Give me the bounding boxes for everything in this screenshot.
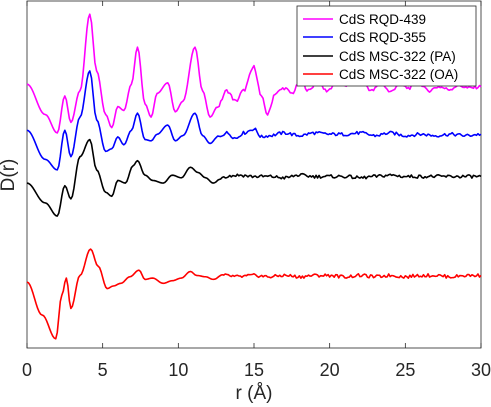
legend: CdS RQD-439 CdS RQD-355 CdS MSC-322 (PA)…: [296, 5, 477, 87]
series-line-3: [26, 248, 482, 340]
x-tick-label: 30: [471, 360, 491, 380]
series-line-1: [26, 70, 482, 171]
x-tick-label: 10: [168, 360, 188, 380]
legend-label-1: CdS RQD-355: [339, 30, 426, 45]
y-axis-label: D(r): [0, 159, 19, 192]
x-axis-label: r (Å): [236, 383, 273, 404]
series-line-2: [26, 138, 482, 217]
legend-label-3: CdS MSC-322 (OA): [339, 67, 458, 82]
x-axis-ticks: 0 5 10 15 20 25 30: [22, 1, 491, 380]
x-tick-label: 5: [98, 360, 108, 380]
x-tick-label: 25: [395, 360, 415, 380]
x-tick-label: 0: [22, 360, 32, 380]
legend-label-0: CdS RQD-439: [339, 12, 426, 27]
x-tick-label: 15: [244, 360, 264, 380]
legend-label-2: CdS MSC-322 (PA): [339, 49, 456, 64]
x-tick-label: 20: [320, 360, 340, 380]
